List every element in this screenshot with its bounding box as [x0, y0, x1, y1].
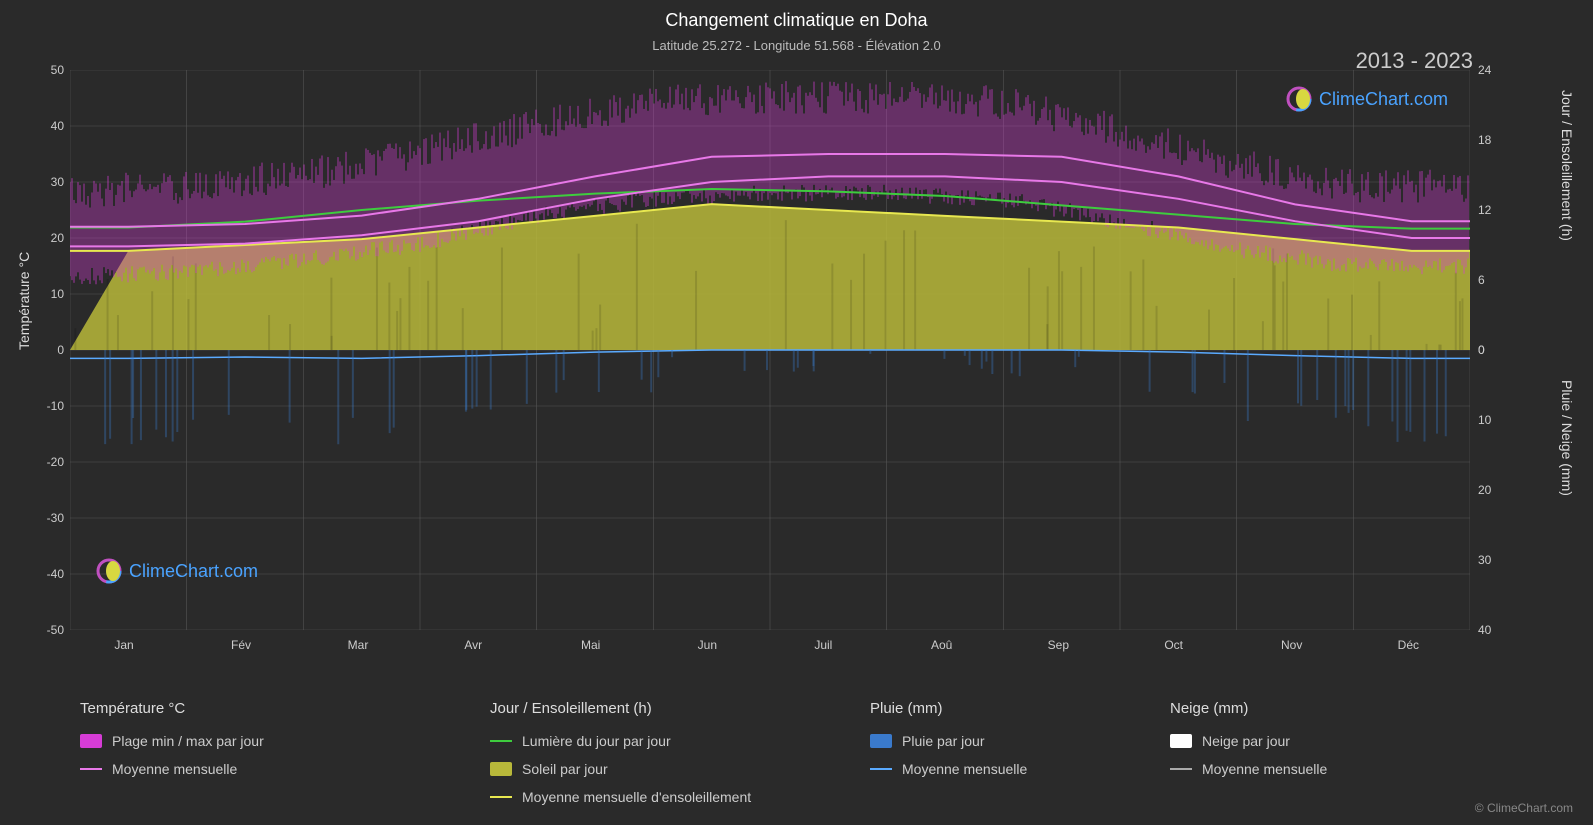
legend-swatch [1170, 734, 1192, 748]
climechart-logo-icon [1285, 85, 1313, 113]
y-left-tick: 20 [51, 231, 64, 245]
y-left-tick: -10 [47, 399, 64, 413]
legend-swatch [80, 734, 102, 748]
y-right-top-tick: 24 [1478, 63, 1491, 77]
y-left-tick: -50 [47, 623, 64, 637]
legend-label: Moyenne mensuelle d'ensoleillement [522, 789, 751, 805]
legend-header: Température °C [80, 700, 490, 717]
x-tick: Nov [1281, 638, 1302, 652]
legend-swatch [80, 768, 102, 770]
y-axis-left-label: Température °C [16, 252, 32, 350]
legend-item: Moyenne mensuelle d'ensoleillement [490, 789, 870, 805]
legend-item: Neige par jour [1170, 733, 1470, 749]
copyright: © ClimeChart.com [1475, 801, 1573, 815]
legend-header: Neige (mm) [1170, 700, 1470, 717]
legend-label: Moyenne mensuelle [902, 761, 1027, 777]
legend-header: Pluie (mm) [870, 700, 1170, 717]
legend-label: Moyenne mensuelle [1202, 761, 1327, 777]
y-right-bottom-tick: 10 [1478, 413, 1491, 427]
legend-swatch [1170, 768, 1192, 770]
watermark-text: ClimeChart.com [1319, 89, 1448, 110]
y-left-tick: -20 [47, 455, 64, 469]
y-left-tick: 50 [51, 63, 64, 77]
y-right-top-tick: 18 [1478, 133, 1491, 147]
y-axis-right-label-bottom: Pluie / Neige (mm) [1559, 380, 1575, 496]
y-left-tick: 30 [51, 175, 64, 189]
y-right-bottom-tick: 0 [1478, 343, 1485, 357]
y-right-bottom-tick: 30 [1478, 553, 1491, 567]
chart-subtitle: Latitude 25.272 - Longitude 51.568 - Élé… [0, 38, 1593, 53]
y-right-top-tick: 6 [1478, 273, 1485, 287]
watermark-text: ClimeChart.com [129, 561, 258, 582]
y-axis-right-label-top: Jour / Ensoleillement (h) [1559, 90, 1575, 241]
x-tick: Aoû [931, 638, 952, 652]
legend-item: Plage min / max par jour [80, 733, 490, 749]
y-left-tick: -30 [47, 511, 64, 525]
legend-section: Neige (mm) Neige par jour Moyenne mensuell… [1170, 700, 1470, 805]
legend-section: Pluie (mm) Pluie par jour Moyenne mensuell… [870, 700, 1170, 805]
y-right-bottom-tick: 20 [1478, 483, 1491, 497]
y-right-bottom-tick: 40 [1478, 623, 1491, 637]
y-left-tick: 0 [57, 343, 64, 357]
legend-swatch [490, 740, 512, 742]
legend-label: Lumière du jour par jour [522, 733, 671, 749]
x-tick: Juil [814, 638, 832, 652]
legend-item: Soleil par jour [490, 761, 870, 777]
x-tick: Oct [1164, 638, 1183, 652]
legend-item: Moyenne mensuelle [80, 761, 490, 777]
legend: Température °C Plage min / max par jour Mo… [80, 700, 1563, 805]
x-tick: Mar [348, 638, 369, 652]
legend-label: Pluie par jour [902, 733, 985, 749]
y-left-tick: 40 [51, 119, 64, 133]
y-left-tick: 10 [51, 287, 64, 301]
y-right-top-tick: 12 [1478, 203, 1491, 217]
legend-item: Pluie par jour [870, 733, 1170, 749]
legend-header: Jour / Ensoleillement (h) [490, 700, 870, 717]
legend-label: Neige par jour [1202, 733, 1290, 749]
x-tick: Mai [581, 638, 600, 652]
y-left-tick: -40 [47, 567, 64, 581]
x-tick: Sep [1048, 638, 1069, 652]
legend-item: Moyenne mensuelle [1170, 761, 1470, 777]
legend-swatch [490, 762, 512, 776]
watermark-bottom: ClimeChart.com [95, 557, 258, 585]
legend-label: Plage min / max par jour [112, 733, 264, 749]
legend-section: Jour / Ensoleillement (h) Lumière du jour… [490, 700, 870, 805]
legend-item: Lumière du jour par jour [490, 733, 870, 749]
legend-swatch [870, 768, 892, 770]
x-tick: Avr [464, 638, 482, 652]
legend-section: Température °C Plage min / max par jour Mo… [80, 700, 490, 805]
chart-plot-area [70, 70, 1470, 630]
x-tick: Déc [1398, 638, 1419, 652]
watermark-top: ClimeChart.com [1285, 85, 1448, 113]
chart-svg [70, 70, 1470, 630]
legend-swatch [870, 734, 892, 748]
legend-label: Moyenne mensuelle [112, 761, 237, 777]
x-tick: Jun [698, 638, 717, 652]
legend-item: Moyenne mensuelle [870, 761, 1170, 777]
x-tick: Fév [231, 638, 251, 652]
legend-swatch [490, 796, 512, 798]
chart-title: Changement climatique en Doha [0, 10, 1593, 31]
legend-label: Soleil par jour [522, 761, 608, 777]
climechart-logo-icon [95, 557, 123, 585]
x-tick: Jan [114, 638, 133, 652]
